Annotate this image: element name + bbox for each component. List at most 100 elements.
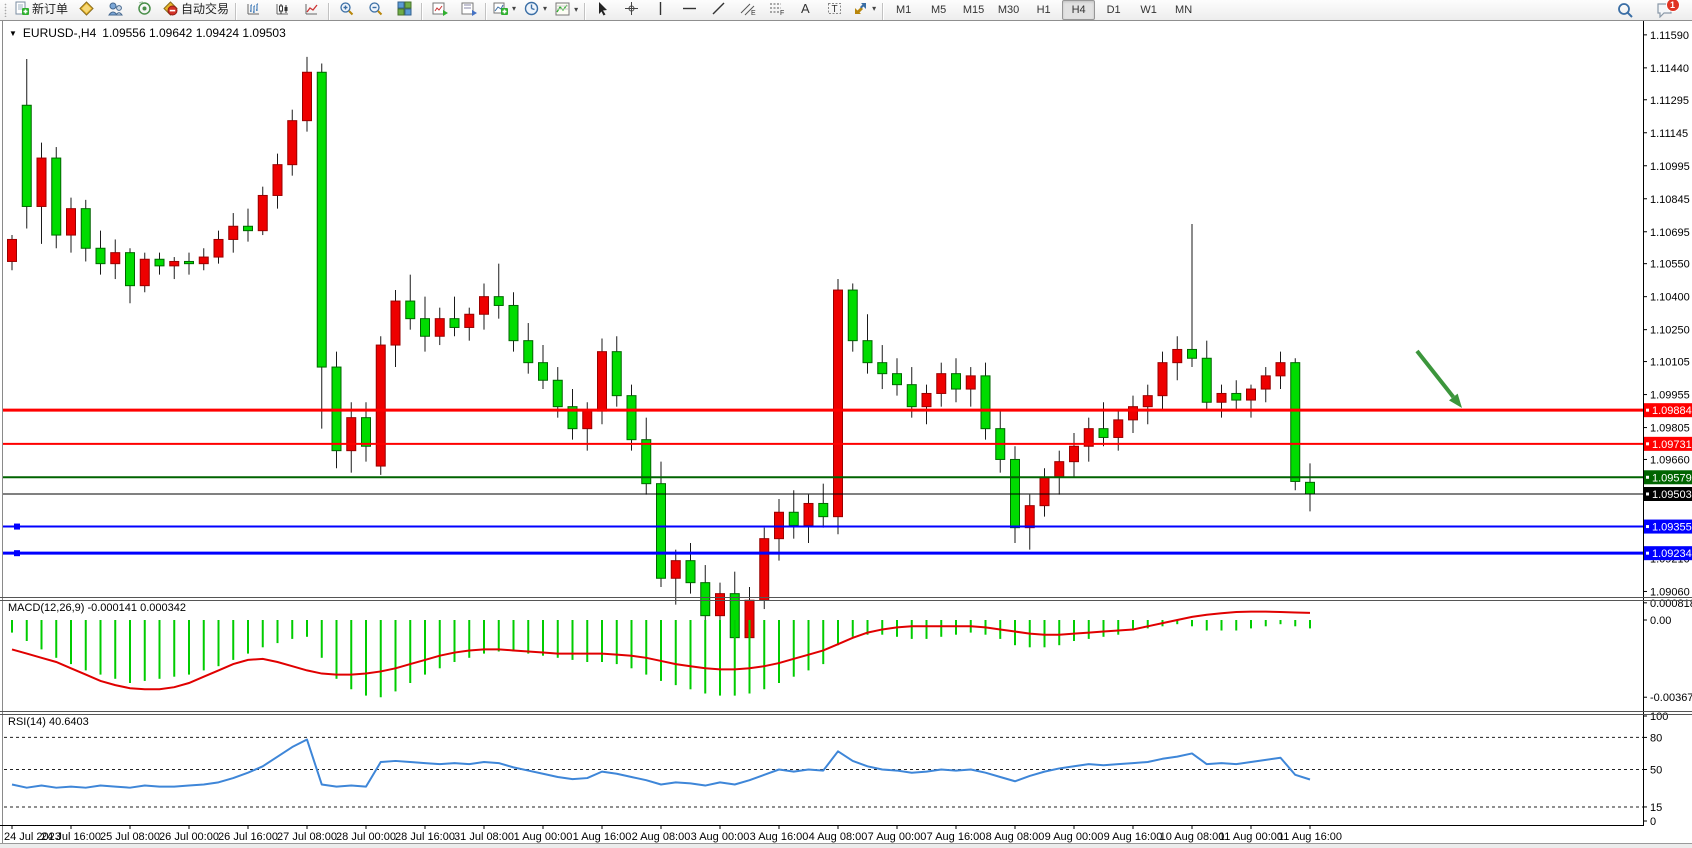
timeframe-button-mn[interactable]: MN	[1175, 4, 1193, 16]
cursor-button[interactable]	[589, 0, 616, 19]
bull-candle	[670, 560, 681, 579]
horizontal-line-button[interactable]	[676, 0, 703, 19]
svg-text:F: F	[780, 10, 784, 16]
bull-candle	[774, 511, 784, 540]
line-chart-icon	[304, 2, 319, 16]
svg-text:T: T	[832, 4, 838, 15]
arrows-icon	[853, 1, 868, 16]
date-tick-label: 1 Aug 16:00	[573, 831, 632, 843]
vertical-line-icon	[653, 1, 668, 16]
price-tick-label: 1.10845	[1650, 194, 1690, 206]
zoom-out-button[interactable]	[362, 0, 389, 19]
auto-trading-icon	[163, 1, 178, 16]
bull-candle	[66, 208, 76, 236]
bull-candle	[272, 164, 283, 196]
indicators-icon	[493, 1, 509, 16]
bull-candle	[434, 318, 445, 337]
periods-button[interactable]: ▾	[521, 0, 550, 19]
candle-chart-icon	[275, 2, 290, 16]
bear-candle	[847, 289, 858, 342]
date-tick-label: 9 Aug 16:00	[1104, 831, 1163, 843]
new-order-button[interactable]: 新订单	[11, 0, 71, 19]
bull-candle	[257, 194, 268, 232]
price-tick-label: 1.09060	[1650, 586, 1690, 598]
price-tick-label: 1.11295	[1650, 95, 1689, 107]
bar-chart-button[interactable]	[240, 0, 267, 19]
bear-candle	[1098, 428, 1109, 438]
market-watch-button[interactable]	[73, 0, 100, 19]
data-window-button[interactable]	[131, 0, 158, 19]
timeframe-button-m1[interactable]: M1	[895, 4, 912, 16]
toolbar-separator	[421, 3, 424, 21]
date-tick-label: 11 Aug 00:00	[1219, 831, 1283, 843]
bear-candle	[80, 208, 91, 249]
bull-candle	[1216, 392, 1227, 403]
tile-windows-button[interactable]	[391, 0, 418, 19]
bull-candle	[833, 289, 843, 518]
bear-candle	[405, 300, 416, 320]
text-button[interactable]: A	[792, 0, 819, 19]
bull-candle	[7, 238, 17, 262]
new-order-icon	[14, 1, 29, 16]
equidistant-channel-button[interactable]: E	[734, 0, 761, 19]
quote-dropdown-icon[interactable]: ▼	[9, 28, 17, 38]
chevron-down-icon: ▾	[512, 4, 517, 14]
price-tick-label: 1.11145	[1650, 128, 1688, 140]
price-badge-1.09579: 1.09579	[1644, 470, 1692, 485]
templates-button[interactable]: ▾	[552, 0, 581, 19]
timeframe-button-h4[interactable]: H4	[1062, 0, 1096, 20]
bull-candle	[213, 238, 224, 258]
trendline-button[interactable]	[705, 0, 732, 19]
svg-text:A: A	[801, 1, 810, 16]
timeframe-button-m15[interactable]: M15	[962, 4, 985, 16]
bear-candle	[316, 71, 327, 368]
notifications-button[interactable]: 1	[1651, 0, 1680, 20]
rsi-tick-label: 80	[1650, 732, 1662, 744]
hline-handle[interactable]	[14, 523, 20, 530]
price-tick-label: 1.09660	[1650, 454, 1690, 466]
vertical-line-button[interactable]	[647, 0, 674, 19]
chat-icon: 1	[1656, 0, 1680, 18]
arrows-button[interactable]: ▾	[850, 0, 879, 19]
rsi-tick-label: 15	[1650, 802, 1662, 814]
auto-trading-button[interactable]: 自动交易	[160, 0, 232, 19]
timeframe-button-m30[interactable]: M30	[997, 4, 1020, 16]
price-tick-label: 1.10995	[1650, 161, 1690, 173]
market-watch-icon	[79, 1, 94, 16]
new-chart-button[interactable]	[426, 0, 453, 19]
bear-candle	[906, 384, 917, 408]
hline-handle[interactable]	[14, 550, 20, 557]
price-tick-label: 1.11440	[1650, 63, 1689, 75]
search-button[interactable]	[1612, 0, 1639, 20]
fibonacci-icon: F	[769, 1, 785, 16]
bear-candle	[95, 247, 106, 265]
price-tick-label: 1.10550	[1650, 259, 1690, 271]
indicators-button[interactable]: ▾	[490, 0, 519, 19]
bear-candle	[980, 375, 991, 430]
zoom-out-icon	[368, 1, 383, 16]
bull-candle	[479, 296, 489, 315]
price-axis[interactable]: 1.11590 1.11440 1.11295 1.11145 1.10995 1.108…	[1643, 21, 1692, 825]
navigator-button[interactable]	[102, 0, 129, 19]
text-label-button[interactable]: T	[821, 0, 848, 19]
annotation-arrow[interactable]	[1415, 349, 1462, 408]
date-tick-label: 25 Jul 08:00	[100, 831, 160, 843]
chart-profiles-button[interactable]	[455, 0, 482, 19]
line-chart-button[interactable]	[298, 0, 325, 19]
bear-candle	[1305, 481, 1315, 495]
bear-candle	[656, 483, 666, 579]
timeframe-button-w1[interactable]: W1	[1140, 4, 1157, 16]
zoom-in-button[interactable]	[333, 0, 360, 19]
crosshair-button[interactable]	[618, 0, 645, 19]
timeframe-button-m5[interactable]: M5	[930, 4, 947, 16]
fibonacci-button[interactable]: F	[763, 0, 790, 19]
candle-chart-button[interactable]	[269, 0, 296, 19]
bull-candle	[1246, 388, 1256, 401]
new-order-button-label: 新订单	[32, 2, 69, 17]
text-icon: A	[798, 1, 813, 16]
bull-candle	[287, 120, 298, 166]
timeframe-button-d1[interactable]: D1	[1106, 4, 1121, 16]
timeframe-button-h1[interactable]: H1	[1036, 4, 1051, 16]
